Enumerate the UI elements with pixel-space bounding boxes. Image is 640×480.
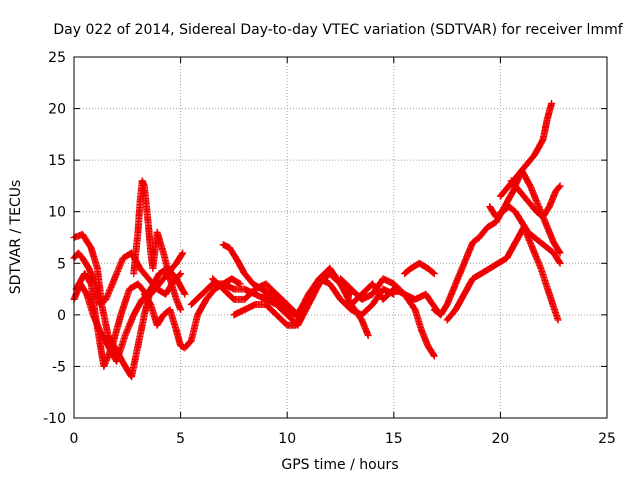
x-tick-label: 0 [70, 431, 79, 447]
series-pass-20 [507, 177, 564, 221]
y-tick-label: -10 [43, 411, 66, 427]
series-pass-15 [430, 234, 483, 319]
y-tick-label: 20 [48, 102, 66, 118]
series-pass-14 [401, 259, 438, 278]
y-tick-label: 5 [57, 256, 66, 272]
data-point-markers [401, 259, 438, 278]
y-tick-label: 0 [57, 308, 66, 324]
data-point-markers [496, 99, 556, 200]
x-axis-label: GPS time / hours [281, 457, 398, 473]
data-point-markers [347, 280, 438, 360]
y-tick-label: 15 [48, 153, 66, 169]
data-series [70, 99, 564, 381]
data-point-markers [486, 203, 564, 267]
data-point-markers [72, 270, 159, 370]
x-tick-label: 20 [491, 431, 509, 447]
x-tick-label: 25 [598, 431, 616, 447]
plot-frame [73, 56, 608, 419]
data-point-markers [507, 177, 564, 221]
y-axis-label: SDTVAR / TECUs [8, 180, 24, 295]
series-pass-05 [130, 177, 185, 314]
y-tick-label: -5 [52, 359, 66, 375]
data-point-markers [443, 223, 562, 324]
series-pass-18 [486, 203, 564, 267]
x-tick-label: 15 [385, 431, 403, 447]
chart-title: Day 022 of 2014, Sidereal Day-to-day VTE… [53, 22, 623, 38]
y-tick-label: 10 [48, 205, 66, 221]
data-point-markers [130, 177, 185, 314]
series-pass-13 [347, 280, 438, 360]
y-tick-label: 25 [48, 50, 66, 66]
axis-ticks: 0 5 10 15 20 25 -10 -5 0 5 10 15 20 25 [43, 50, 616, 447]
x-tick-label: 10 [278, 431, 296, 447]
data-point-markers [430, 234, 483, 319]
series-pass-19 [496, 99, 556, 200]
x-tick-label: 5 [176, 431, 185, 447]
series-pass-16 [443, 223, 562, 324]
series-pass-04 [72, 270, 159, 370]
